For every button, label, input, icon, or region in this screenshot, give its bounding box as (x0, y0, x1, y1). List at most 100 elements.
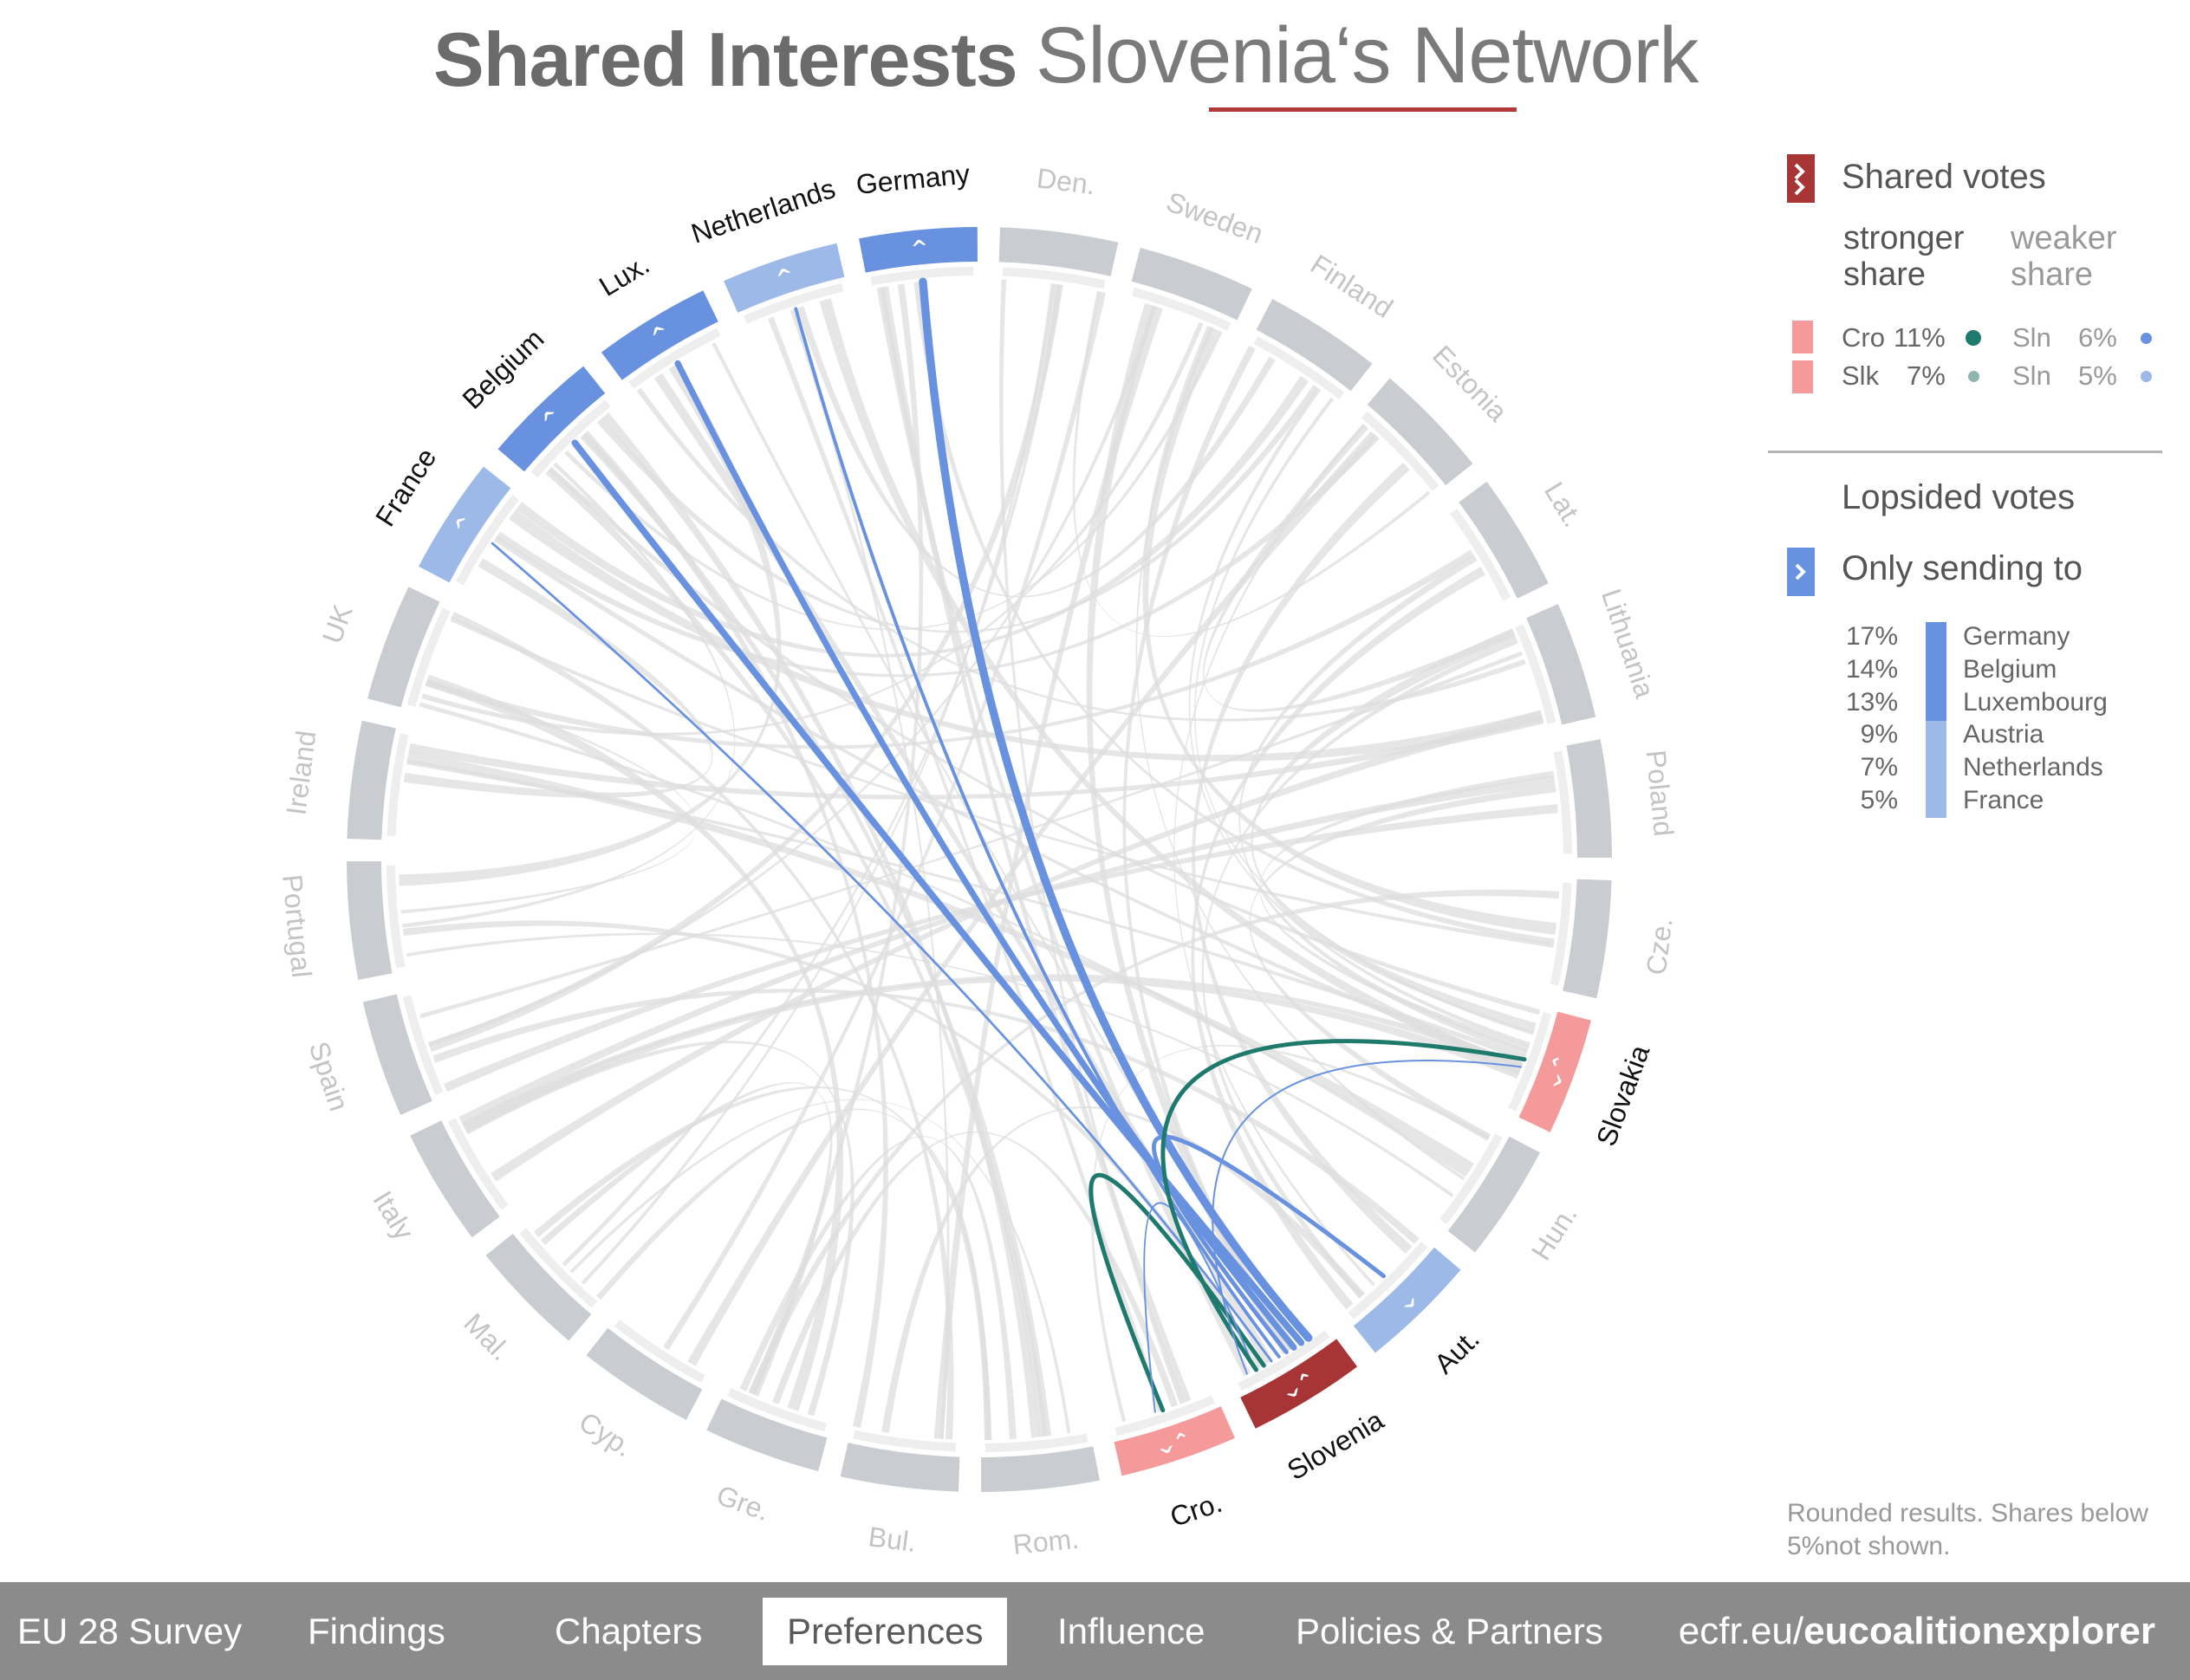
title-underline (1209, 107, 1517, 112)
legend-dot-light-teal (1968, 371, 1979, 382)
country-label: Gre. (712, 1479, 774, 1527)
bottom-nav-bar: EU 28 Survey Findings Chapters Preferenc… (0, 1582, 2190, 1680)
sending-name: France (1963, 786, 2044, 814)
nav-findings[interactable]: Findings (308, 1611, 445, 1651)
country-arc-hun[interactable] (1447, 1136, 1540, 1253)
page-title: Shared Interests (433, 16, 1018, 102)
country-arc-lithuania[interactable] (1526, 604, 1596, 725)
link-slovenia-aut (1152, 1134, 1387, 1355)
country-label: Ireland (280, 729, 322, 817)
country-label: Cyp. (574, 1405, 639, 1463)
country-label: France (369, 443, 442, 532)
country-inner-band (853, 1430, 957, 1452)
country-arc-uk[interactable] (367, 587, 440, 708)
country-inner-band (1450, 509, 1511, 601)
sending-name: Austria (1963, 720, 2044, 749)
country-label: Rom. (1011, 1523, 1081, 1560)
country-arc-italy[interactable] (410, 1120, 500, 1238)
country-arc-slovenia[interactable] (1240, 1339, 1358, 1429)
country-arc-rom[interactable] (981, 1446, 1100, 1492)
country-arc-mal[interactable] (485, 1233, 592, 1341)
country-inner-band (1439, 1133, 1503, 1225)
country-label: Belgium (456, 323, 549, 415)
legend-row-cro-country: Cro (1842, 322, 1885, 353)
country-arc-lat[interactable] (1459, 481, 1549, 599)
nav-preferences[interactable]: Preferences (763, 1598, 1008, 1665)
country-arc-estonia[interactable] (1367, 378, 1473, 486)
country-inner-band (456, 494, 519, 586)
country-arc-lux[interactable] (601, 290, 718, 380)
country-arc-netherlands[interactable] (724, 243, 845, 313)
country-inner-band (519, 1228, 598, 1308)
country-label: Lux. (594, 249, 654, 302)
chevron-right-icon (1787, 548, 1815, 596)
country-arc-den[interactable] (998, 227, 1119, 276)
focus-links (491, 277, 1527, 1413)
country-label: Estonia (1426, 340, 1513, 428)
nav-eu28-survey[interactable]: EU 28 Survey (17, 1611, 243, 1651)
country-inner-band (1553, 750, 1572, 854)
country-arc-germany[interactable] (859, 227, 978, 273)
country-label: Mal. (458, 1307, 517, 1366)
double-chevron-glyph (1794, 163, 1805, 196)
country-label: Lat. (1538, 477, 1589, 532)
country-arc-slovakia[interactable] (1518, 1011, 1591, 1132)
country-arc-cyp[interactable] (586, 1327, 703, 1420)
brand-light: ecfr.eu/ (1678, 1610, 1804, 1652)
country-inner-band (387, 733, 409, 837)
legend-row-slk-country: Slk (1842, 360, 1880, 391)
country-inner-band (628, 328, 721, 389)
network-ribbon (1072, 290, 1431, 638)
country-label: Portugal (276, 873, 317, 979)
country-inner-band (1132, 287, 1231, 331)
network-ribbon (403, 558, 713, 798)
network-ribbon (1142, 325, 1556, 936)
sending-name: Belgium (1963, 655, 2057, 684)
sending-pct: 7% (1860, 753, 1898, 782)
country-inner-band (1361, 411, 1439, 491)
country-inner-band (727, 1388, 827, 1432)
nav-influence[interactable]: Influence (1057, 1611, 1205, 1651)
country-arc-cro[interactable] (1114, 1406, 1235, 1476)
country-arc-belgium[interactable] (497, 366, 606, 472)
country-inner-band (1348, 1241, 1428, 1320)
nav-policies-partners[interactable]: Policies & Partners (1296, 1611, 1603, 1651)
brand-bold: eucoalitionexplorer (1803, 1610, 2155, 1652)
footnote: Rounded results. Shares below 5%not show… (1787, 1499, 2148, 1560)
country-arc-spain[interactable] (362, 994, 432, 1115)
country-arc-aut[interactable] (1353, 1247, 1461, 1353)
country-arc-portugal[interactable] (347, 861, 393, 980)
network-ribbon (1173, 424, 1375, 1287)
legend-row-slk-pct: 7% (1907, 360, 1946, 391)
legend-weaker-share-label: weaker share (2011, 220, 2117, 293)
legend-row-slk-other: Sln (2012, 360, 2051, 391)
country-labels: Germany Den. Sweden Finland Estonia Lat. Lithu… (276, 158, 1680, 1560)
network-ribbon (653, 373, 1273, 1365)
sending-bar-light (1926, 721, 1946, 818)
network-ribbon (509, 509, 1543, 762)
network-ribbon (636, 387, 1526, 722)
country-inner-band (406, 607, 451, 707)
country-inner-band (402, 995, 444, 1095)
nav-chapters[interactable]: Chapters (555, 1611, 703, 1651)
link-slovenia-cro (1089, 1172, 1266, 1413)
arc-chevron-icon: ^ (910, 235, 930, 261)
legend-dot-light-blue (2141, 371, 2152, 382)
country-arc-cze[interactable] (1563, 879, 1612, 999)
country-arc-sweden[interactable] (1131, 248, 1252, 321)
country-arc-ireland[interactable] (347, 720, 396, 840)
country-arc-poland[interactable] (1566, 739, 1612, 858)
country-arc-france[interactable] (419, 466, 511, 583)
brand-link[interactable]: ecfr.eu/eucoalitionexplorer (1679, 1582, 2155, 1680)
country-arcs: ^⌄^^⌄^⌄^^^^^ (347, 227, 1612, 1492)
country-label: Finland (1305, 249, 1399, 324)
legend-only-sending-heading: Only sending to (1842, 549, 2083, 587)
network-ribbon (597, 385, 1319, 633)
country-arc-finland[interactable] (1256, 299, 1373, 392)
country-arc-bul[interactable] (840, 1443, 960, 1492)
country-arc-gre[interactable] (706, 1398, 828, 1471)
country-inner-band (1508, 1012, 1552, 1112)
country-label: Cze. (1641, 916, 1679, 976)
legend-row-cro-swatch (1792, 321, 1813, 354)
